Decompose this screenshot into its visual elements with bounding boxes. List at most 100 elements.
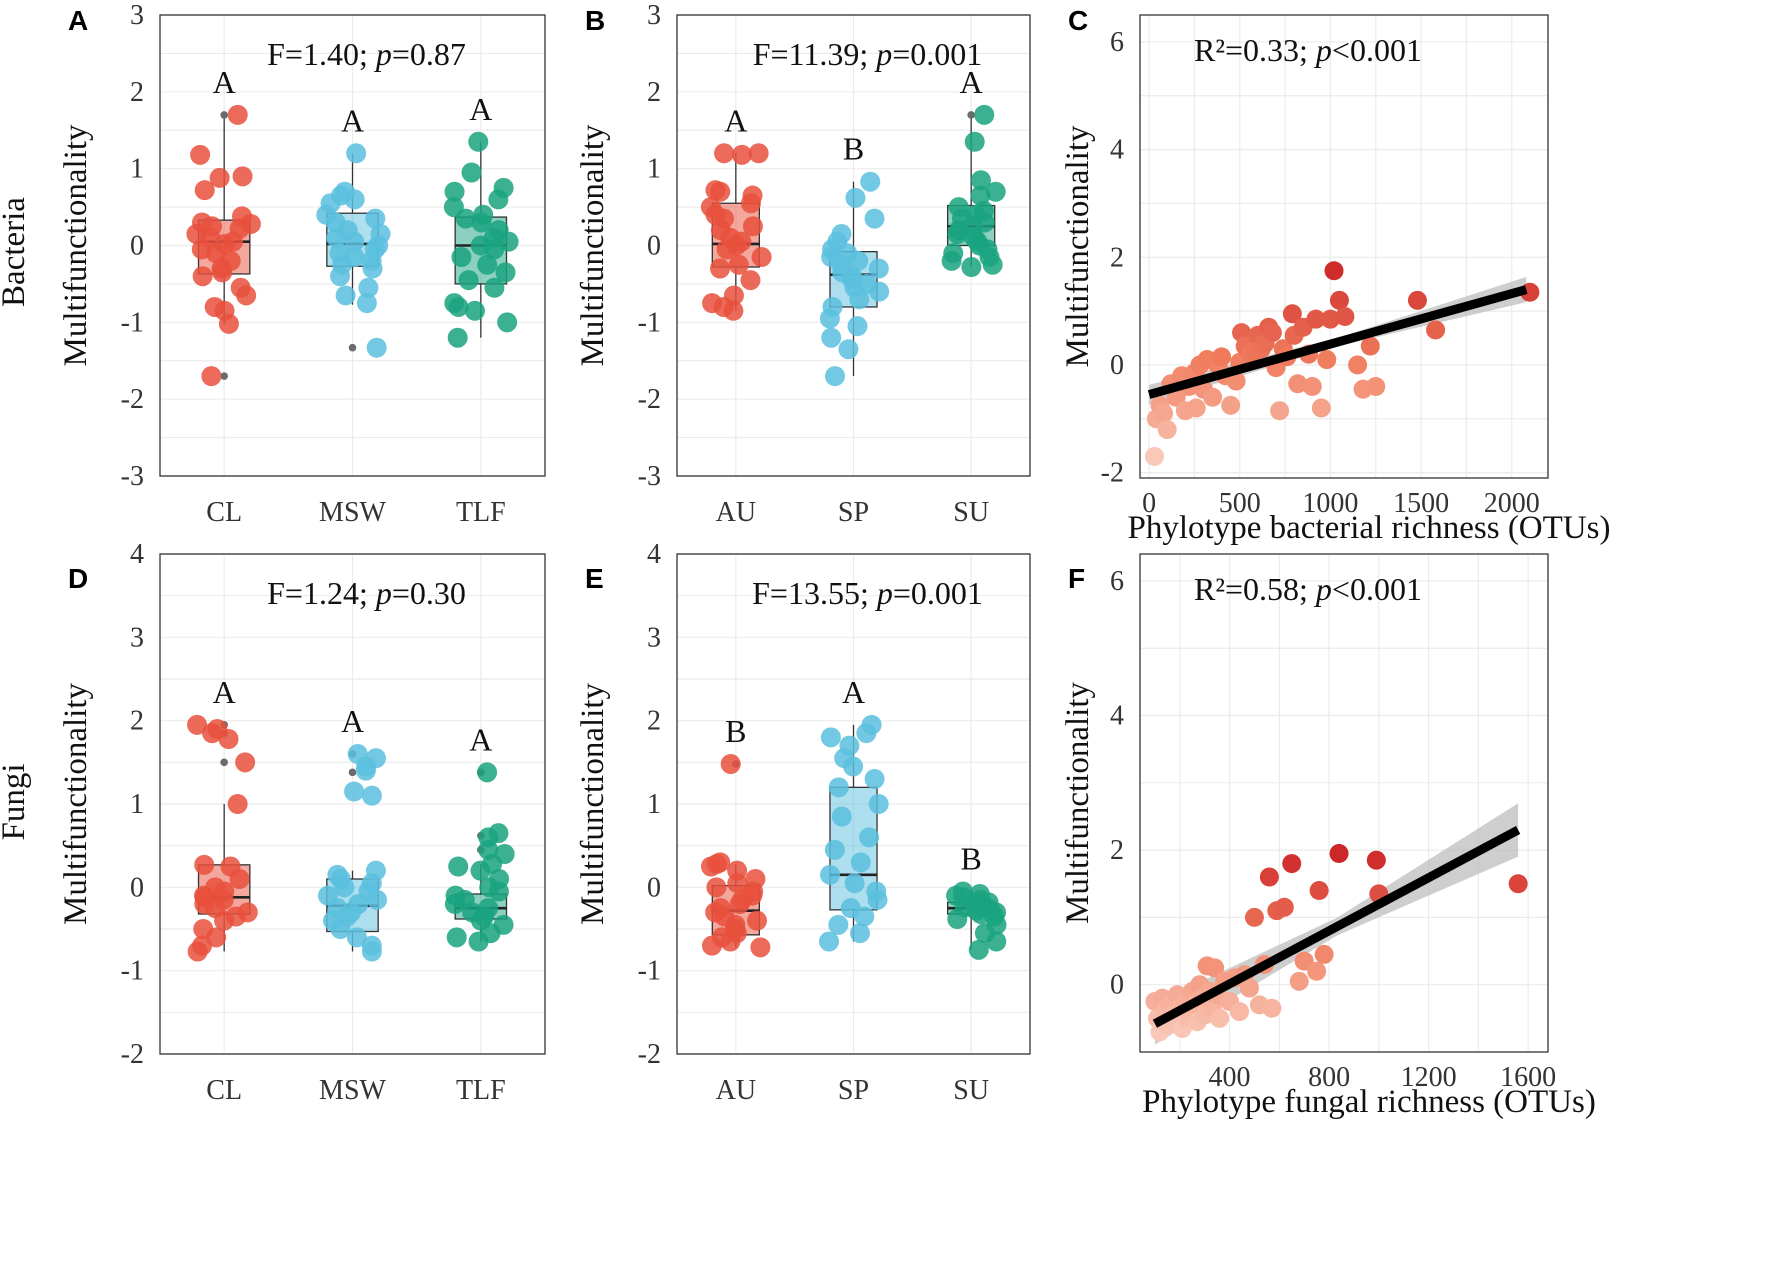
- data-point-CL: [201, 366, 222, 387]
- data-point: [1314, 944, 1334, 964]
- data-point-CL: [205, 243, 226, 264]
- x-tick-label: 1000: [1302, 488, 1358, 519]
- stat-annotation-p: p: [875, 575, 893, 611]
- data-point-SU: [982, 254, 1003, 275]
- y-tick-label: 1: [647, 789, 661, 820]
- data-point: [1302, 376, 1322, 396]
- data-point-SP: [864, 208, 885, 229]
- data-point-MSW: [367, 889, 388, 910]
- y-tick-label: 4: [1110, 701, 1124, 732]
- data-point-SU: [947, 909, 968, 929]
- stat-annotation: F=13.55; p=0.001: [752, 575, 983, 611]
- data-point-TLF: [471, 212, 492, 233]
- stat-annotation-suffix: =0.001: [892, 36, 982, 72]
- data-point-TLF: [477, 762, 498, 783]
- outlier-point: [220, 758, 228, 767]
- data-point-SP: [820, 864, 841, 885]
- x-tick-label: 2000: [1484, 488, 1540, 519]
- data-point-AU: [728, 254, 749, 275]
- data-point: [1210, 1008, 1230, 1028]
- y-axis-label: Multifunctionality: [1060, 125, 1096, 367]
- data-point-CL: [190, 144, 211, 165]
- y-tick-label: -1: [121, 307, 144, 338]
- data-point: [1186, 398, 1206, 418]
- data-point-SU: [968, 939, 989, 960]
- data-point-SP: [847, 316, 868, 337]
- panel-label-E: E: [585, 563, 604, 594]
- x-tick-label-MSW: MSW: [319, 497, 386, 528]
- data-point-AU: [700, 856, 721, 877]
- data-point-TLF: [497, 312, 518, 333]
- y-axis-label: Multifunctionality: [1060, 682, 1096, 924]
- data-point: [1307, 961, 1327, 981]
- data-point-TLF: [448, 296, 469, 317]
- data-point-SP: [849, 923, 870, 944]
- x-tick-label-AU: AU: [716, 1075, 756, 1106]
- data-point-AU: [710, 181, 731, 202]
- data-point: [1366, 850, 1386, 870]
- data-point-SP: [848, 250, 869, 271]
- data-point-CL: [202, 723, 223, 744]
- data-point-TLF: [448, 856, 469, 877]
- data-point: [1288, 374, 1308, 394]
- data-point-CL: [192, 266, 213, 287]
- data-point-MSW: [330, 266, 351, 287]
- y-tick-label: 1: [647, 154, 661, 185]
- stat-annotation-prefix: F=1.40;: [267, 36, 376, 72]
- y-tick-label: 6: [1110, 566, 1124, 597]
- panel-D-boxplot: -2 -1 0 1 2 3 4 CL MSW TLF A A A F=1.24; p=0.30 Multif…: [58, 539, 546, 1106]
- data-point-TLF: [488, 881, 509, 902]
- data-point-TLF: [484, 239, 505, 260]
- data-point-SP: [860, 171, 881, 192]
- data-point: [1244, 907, 1264, 927]
- x-tick-label-SP: SP: [838, 497, 869, 528]
- significance-letter-CL: A: [213, 64, 236, 100]
- data-point-SU: [970, 185, 991, 206]
- data-point: [1306, 309, 1326, 329]
- data-point-CL: [227, 104, 248, 125]
- stat-annotation: R²=0.33; p<0.001: [1194, 32, 1422, 68]
- outlier-point: [220, 372, 228, 380]
- stat-annotation-p: p: [874, 36, 892, 72]
- data-point: [1262, 998, 1282, 1018]
- data-point: [1270, 401, 1290, 421]
- y-tick-label: -2: [121, 384, 144, 415]
- data-point: [1311, 398, 1331, 418]
- data-point-SU: [974, 104, 995, 125]
- data-point-AU: [720, 754, 741, 774]
- y-tick-label: -2: [121, 1039, 144, 1070]
- data-point: [1282, 854, 1302, 874]
- panel-E-boxplot: -2 -1 0 1 2 3 4 AU SP SU B A B F=13.55; p=0.001 Multif…: [575, 539, 1031, 1106]
- x-tick-label-SU: SU: [953, 1075, 989, 1106]
- significance-letter-TLF: A: [469, 91, 492, 127]
- data-point-SP: [864, 769, 885, 789]
- y-tick-label: -2: [638, 384, 661, 415]
- data-point-SU: [970, 170, 991, 191]
- data-point-AU: [742, 216, 763, 237]
- data-point-SP: [819, 308, 840, 329]
- y-tick-label: 2: [1110, 835, 1124, 866]
- data-point: [1335, 306, 1355, 326]
- panel-label-A: A: [68, 5, 88, 36]
- data-point-CL: [187, 941, 208, 962]
- plot-frame: [1139, 14, 1549, 479]
- x-tick-label: 800: [1308, 1062, 1350, 1093]
- data-point: [1259, 867, 1279, 887]
- data-point-AU: [710, 258, 731, 279]
- y-tick-label: 2: [130, 77, 144, 108]
- data-point: [1282, 304, 1302, 324]
- data-point-TLF: [468, 931, 489, 952]
- data-point-CL: [218, 729, 239, 749]
- data-point-SP: [819, 931, 840, 952]
- y-tick-label: 1: [130, 154, 144, 185]
- y-tick-label: -1: [638, 956, 661, 987]
- significance-letter-AU: A: [724, 102, 747, 138]
- data-point-AU: [740, 193, 761, 214]
- data-point-CL: [209, 167, 230, 188]
- data-point-TLF: [495, 262, 516, 283]
- x-tick-label: 1200: [1401, 1062, 1457, 1093]
- panel-F-scatter: 0 2 4 6 400 800 1200 1600 R²=0.58; p<0.001 Phylot…: [1060, 553, 1596, 1120]
- y-tick-label: 0: [647, 231, 661, 262]
